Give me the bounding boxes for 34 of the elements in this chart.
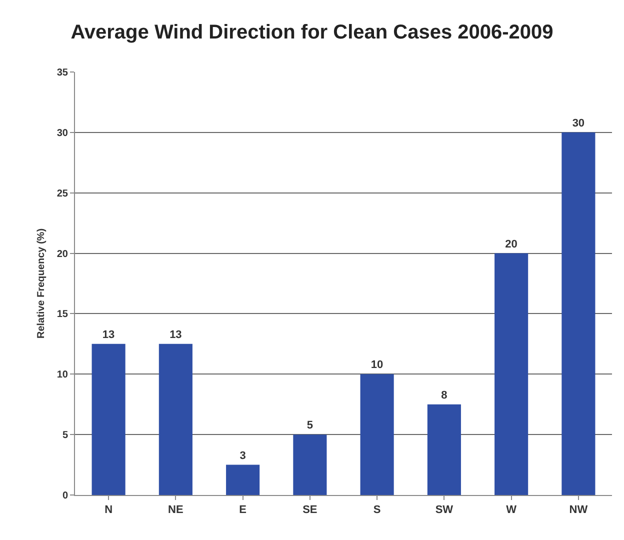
y-tick-label: 0 — [62, 490, 68, 502]
data-label: 20 — [505, 238, 518, 250]
x-tick-label: E — [239, 504, 246, 516]
chart-title: Average Wind Direction for Clean Cases 2006-2009 — [70, 21, 554, 44]
bar — [92, 344, 126, 495]
bar — [494, 253, 528, 495]
y-tick-label: 10 — [56, 370, 68, 381]
bar — [158, 344, 192, 495]
bar — [562, 132, 596, 495]
x-tick-label: NE — [168, 504, 184, 516]
data-label: 8 — [441, 389, 448, 402]
bar — [360, 374, 394, 495]
y-tick-label: 25 — [56, 188, 68, 200]
x-tick-label: SW — [435, 504, 454, 516]
data-label: 13 — [170, 328, 182, 341]
y-tick-label: 15 — [56, 309, 68, 320]
data-label: 5 — [306, 420, 314, 432]
y-tick-label: 5 — [62, 430, 68, 442]
y-tick-label: 35 — [56, 68, 68, 78]
bar — [427, 404, 461, 495]
data-label: 30 — [572, 117, 585, 130]
y-axis-title: Relative Frequency (%) — [36, 228, 47, 339]
data-label: 3 — [240, 450, 246, 462]
y-tick-label: 30 — [56, 128, 68, 139]
y-tick-label: 20 — [56, 248, 68, 260]
bar — [293, 434, 327, 495]
data-label: 13 — [102, 328, 115, 341]
x-tick-label: W — [506, 504, 518, 516]
x-tick-label: NW — [569, 504, 588, 516]
x-tick-label: SE — [302, 504, 318, 516]
x-tick-label: S — [373, 504, 381, 516]
data-label: 10 — [370, 359, 384, 372]
x-tick-label: N — [104, 504, 113, 516]
bar — [226, 464, 260, 495]
